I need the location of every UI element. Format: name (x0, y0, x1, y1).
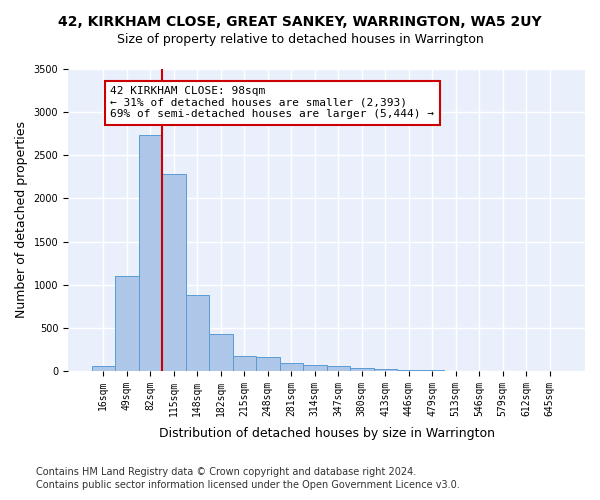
Bar (139, 136, 162, 371)
Text: 42, KIRKHAM CLOSE, GREAT SANKEY, WARRINGTON, WA5 2UY: 42, KIRKHAM CLOSE, GREAT SANKEY, WARRING… (58, 15, 542, 29)
Text: Size of property relative to detached houses in Warrington: Size of property relative to detached ho… (116, 32, 484, 46)
Bar (303, 366, 326, 371)
Bar (185, 295, 209, 371)
Bar (256, 356, 280, 371)
Bar (209, 334, 233, 371)
Bar (350, 368, 374, 371)
Bar (374, 369, 397, 371)
Bar (397, 370, 421, 371)
Bar (326, 366, 350, 371)
Text: Contains public sector information licensed under the Open Government Licence v3: Contains public sector information licen… (36, 480, 460, 490)
Text: 42 KIRKHAM CLOSE: 98sqm
← 31% of detached houses are smaller (2,393)
69% of semi: 42 KIRKHAM CLOSE: 98sqm ← 31% of detache… (110, 86, 434, 120)
Y-axis label: Number of detached properties: Number of detached properties (15, 122, 28, 318)
Bar (233, 356, 256, 371)
Bar (92, 366, 115, 371)
Bar (115, 276, 139, 371)
Bar (280, 363, 303, 371)
Text: Contains HM Land Registry data © Crown copyright and database right 2024.: Contains HM Land Registry data © Crown c… (36, 467, 416, 477)
X-axis label: Distribution of detached houses by size in Warrington: Distribution of detached houses by size … (158, 427, 494, 440)
Bar (162, 174, 185, 371)
